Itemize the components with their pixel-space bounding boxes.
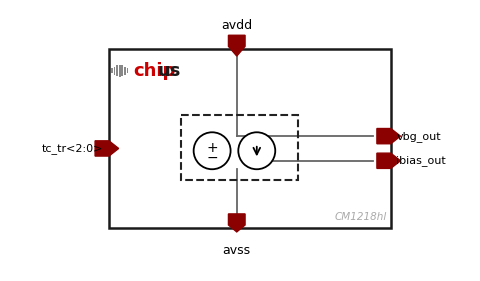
Bar bbox=[127, 68, 129, 73]
Bar bbox=[121, 65, 123, 76]
Text: +: + bbox=[206, 141, 218, 155]
Bar bbox=[111, 68, 113, 73]
Text: ibias_out: ibias_out bbox=[396, 155, 446, 166]
Polygon shape bbox=[377, 128, 400, 144]
Bar bbox=[180, 115, 299, 180]
Bar bbox=[109, 49, 391, 228]
Text: vbg_out: vbg_out bbox=[396, 131, 441, 142]
Bar bbox=[124, 67, 126, 74]
Bar bbox=[114, 67, 115, 74]
Bar bbox=[116, 65, 118, 76]
Text: −: − bbox=[206, 151, 218, 165]
Polygon shape bbox=[228, 214, 245, 232]
Text: CM1218hl: CM1218hl bbox=[335, 212, 387, 222]
Text: avss: avss bbox=[223, 244, 251, 257]
Text: us: us bbox=[158, 62, 181, 80]
Text: avdd: avdd bbox=[221, 19, 252, 33]
Polygon shape bbox=[377, 153, 400, 168]
Text: tc_tr<2:0>: tc_tr<2:0> bbox=[42, 143, 103, 154]
Circle shape bbox=[193, 132, 230, 169]
Bar bbox=[119, 65, 120, 77]
Polygon shape bbox=[95, 141, 119, 156]
Text: chip: chip bbox=[133, 62, 175, 80]
Polygon shape bbox=[228, 35, 245, 56]
Circle shape bbox=[238, 132, 275, 169]
